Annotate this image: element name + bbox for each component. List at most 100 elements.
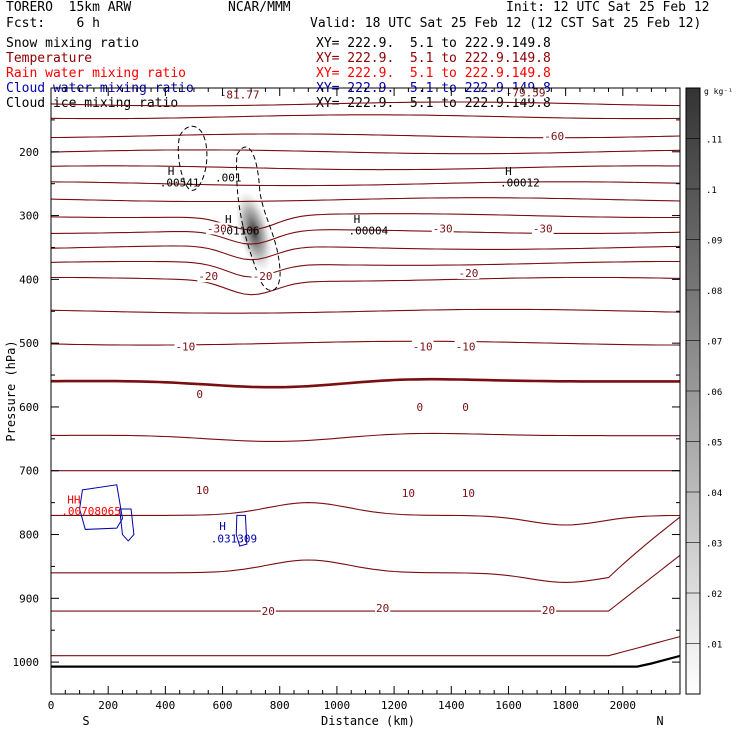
cloud-water-contour xyxy=(235,514,248,547)
maximum-value: .001 xyxy=(215,171,242,184)
maximum-marker: H xyxy=(225,213,232,226)
isotherm-line xyxy=(51,340,680,346)
isotherm-label: -20 xyxy=(198,270,218,283)
endpoint-north: N xyxy=(656,714,663,728)
isotherm-label-bg xyxy=(400,487,416,500)
x-tick-label: 200 xyxy=(98,699,118,712)
isotherm-line xyxy=(51,197,680,203)
x-tick-label: 600 xyxy=(213,699,233,712)
x-tick-label: 2000 xyxy=(610,699,637,712)
isotherm-label: 0 xyxy=(462,401,469,414)
x-axis-label: Distance (km) xyxy=(321,714,415,728)
maximum-value: .00012 xyxy=(500,176,540,189)
isotherm-label: -79.59 xyxy=(506,86,546,99)
isotherm-label-bg xyxy=(531,222,554,235)
isotherm-label: 20 xyxy=(542,604,555,617)
field-label-snow: Snow mixing ratio xyxy=(6,36,140,51)
isotherm-label: -81.77 xyxy=(220,88,260,101)
isotherm-label-bg xyxy=(251,270,274,283)
colorbar-tick-label: .11 xyxy=(706,136,722,146)
colorbar-tick-label: .07 xyxy=(706,338,722,348)
x-tick-label: 800 xyxy=(270,699,290,712)
maximum-marker: H xyxy=(219,520,226,533)
endpoint-south: S xyxy=(82,714,89,728)
cloud-water-contour xyxy=(79,484,124,530)
isotherm-line xyxy=(51,114,680,120)
maximum-value: .00541 xyxy=(160,176,200,189)
isotherm-label: -60 xyxy=(544,130,564,143)
center-name: NCAR/MMM xyxy=(228,0,291,15)
field-label-temperature: Temperature xyxy=(6,51,93,66)
isotherm-line xyxy=(51,165,680,171)
cloud-water-contour xyxy=(119,508,135,542)
x-tick-label: 1800 xyxy=(552,699,579,712)
colorbar-tick-label: .03 xyxy=(706,540,722,550)
field-xy-cloud-ice: XY= 222.9. 5.1 to 222.9.149.8 xyxy=(316,96,551,111)
y-tick-label: 200 xyxy=(19,146,39,159)
isotherm-label-bg xyxy=(504,88,547,99)
isotherm-label-bg xyxy=(194,483,211,496)
colorbar-tick-label: .1 xyxy=(706,186,717,196)
isotherm-zero xyxy=(51,377,680,389)
isotherm-label-bg xyxy=(460,487,477,500)
isotherm-line xyxy=(51,516,680,583)
isotherm-label: -10 xyxy=(456,340,476,353)
maximum-value: .031309 xyxy=(211,532,257,545)
colorbar-tick-label: .09 xyxy=(706,237,722,247)
colorbar-tick-label: .05 xyxy=(706,439,722,449)
isotherm-line xyxy=(51,245,680,261)
colorbar-tick-label: .08 xyxy=(706,287,722,297)
x-tick-label: 1000 xyxy=(324,699,351,712)
isotherm-label-bg xyxy=(454,340,477,353)
isotherm-label: 20 xyxy=(262,605,275,618)
maximum-marker: H xyxy=(505,165,512,178)
cloud-ice-contour xyxy=(236,146,281,291)
y-tick-label: 700 xyxy=(19,465,39,478)
y-tick-label: 400 xyxy=(19,273,39,286)
x-tick-label: 400 xyxy=(155,699,175,712)
isotherm-label-bg xyxy=(375,601,391,614)
isotherm-line xyxy=(51,432,680,442)
isotherm-label-bg xyxy=(457,266,480,279)
y-axis-label: Pressure (hPa) xyxy=(4,340,18,441)
isotherm-label-bg xyxy=(415,400,425,413)
field-label-rain: Rain water mixing ratio xyxy=(6,66,187,81)
isotherm-label-bg xyxy=(543,129,566,142)
isotherm-label: 0 xyxy=(196,388,203,401)
field-label-cloud-ice: Cloud ice mixing ratio xyxy=(6,96,179,111)
snow-shading xyxy=(235,190,273,273)
isotherm-label-bg xyxy=(540,603,557,616)
isotherm-line xyxy=(51,554,680,612)
field-xy-snow: XY= 222.9. 5.1 to 222.9.149.8 xyxy=(316,36,551,51)
isotherm-label-bg xyxy=(461,400,470,413)
x-tick-label: 0 xyxy=(48,699,55,712)
y-tick-label: 800 xyxy=(19,529,39,542)
init-time: Init: 12 UTC Sat 25 Feb 12 xyxy=(506,0,710,15)
isotherm-label-bg xyxy=(174,340,197,353)
isotherm-label-bg xyxy=(218,88,261,101)
field-xy-temperature: XY= 222.9. 5.1 to 222.9.149.8 xyxy=(316,51,551,66)
isotherm-line xyxy=(51,308,680,314)
isotherm-label: 20 xyxy=(376,602,389,615)
maximum-value: .01106 xyxy=(220,224,260,237)
maximum-marker: HH xyxy=(67,493,80,506)
isotherm-line xyxy=(51,636,680,657)
isotherm-line xyxy=(51,502,680,526)
isotherm-line xyxy=(51,181,680,187)
isotherm-line xyxy=(51,276,680,296)
field-xy-rain: XY= 222.9. 5.1 to 222.9.149.8 xyxy=(316,66,551,81)
colorbar-tick-label: .02 xyxy=(706,590,722,600)
isotherm-line xyxy=(51,213,680,231)
isotherm-label: 0 xyxy=(417,401,424,414)
isotherm-label: -30 xyxy=(433,222,453,235)
maximum-marker: H xyxy=(354,213,361,226)
colorbar-tick-label: .04 xyxy=(706,489,722,499)
maximum-value: .00708065 xyxy=(61,505,121,518)
isotherm-label-bg xyxy=(431,222,454,235)
isotherm-line xyxy=(51,101,680,107)
maximum-marker: H xyxy=(168,165,175,178)
isotherm-label: -10 xyxy=(175,340,195,353)
cloud-ice-contour xyxy=(177,125,208,191)
colorbar-unit: g kg⁻¹ xyxy=(704,87,733,96)
y-tick-label: 500 xyxy=(19,337,39,350)
